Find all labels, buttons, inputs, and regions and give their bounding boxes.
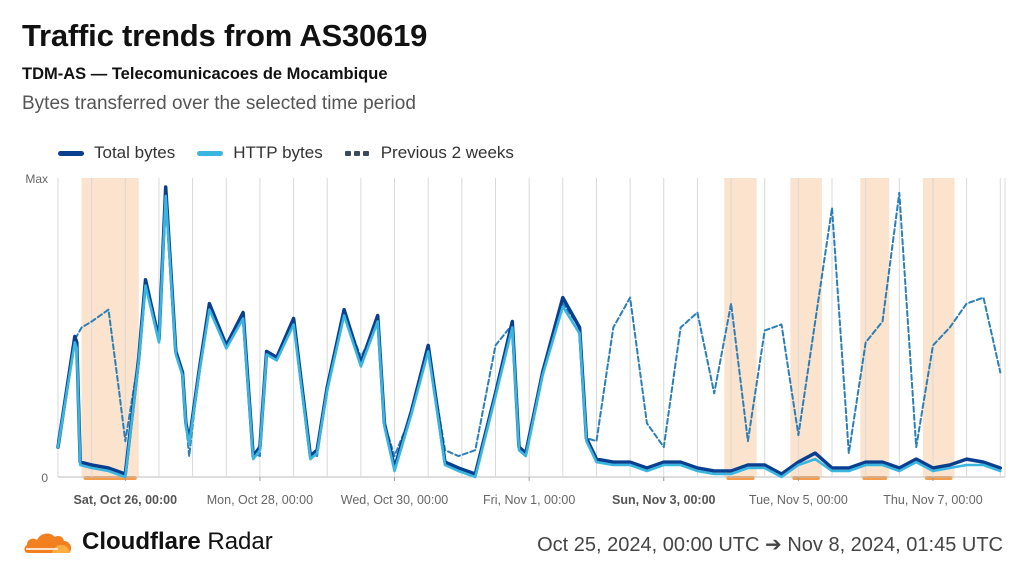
outage-region <box>724 178 757 477</box>
x-tick-label: Tue, Nov 5, 00:00 <box>749 493 848 507</box>
legend-item-previous[interactable]: Previous 2 weeks <box>344 143 514 163</box>
x-tick-label: Thu, Nov 7, 00:00 <box>883 493 982 507</box>
http-bytes-swatch-icon <box>197 150 224 156</box>
legend-item-total[interactable]: Total bytes <box>58 143 175 163</box>
x-tick-label: Wed, Oct 30, 00:00 <box>341 493 449 507</box>
asn-subtitle: TDM-AS — Telecomunicacoes de Mocambique <box>22 65 388 83</box>
total-bytes-swatch-icon <box>58 150 84 156</box>
legend-label-previous: Previous 2 weeks <box>380 143 514 162</box>
page-title: Traffic trends from AS30619 <box>22 18 428 53</box>
outage-shading-layer <box>81 178 955 480</box>
axis-layer: Max 0 Sat, Oct 26, 00:00 Mon, Oct 28, 00:00… <box>25 172 982 507</box>
previous-weeks-swatch-icon <box>344 150 371 156</box>
series-layer <box>56 185 1003 479</box>
y-tick-label-max: Max <box>25 172 48 186</box>
series-http-bytes-line <box>56 194 1002 479</box>
x-tick-label: Mon, Oct 28, 00:00 <box>207 493 313 507</box>
outage-region <box>860 178 890 477</box>
y-tick-label-zero: 0 <box>41 471 48 485</box>
brand-bold: Cloudflare <box>82 528 201 555</box>
x-tick-label: Sat, Oct 26, 00:00 <box>74 493 178 507</box>
legend-label-http: HTTP bytes <box>233 143 323 162</box>
legend-item-http[interactable]: HTTP bytes <box>197 143 323 163</box>
chart-description: Bytes transferred over the selected time… <box>22 93 416 114</box>
x-tick-label: Fri, Nov 1, 00:00 <box>483 493 575 507</box>
outage-region <box>790 178 822 477</box>
cloudflare-cloud-icon <box>24 533 72 553</box>
brand-light: Radar <box>200 528 273 555</box>
time-range: Oct 25, 2024, 00:00 UTC ➔ Nov 8, 2024, 0… <box>537 534 1003 556</box>
legend-label-total: Total bytes <box>94 143 176 162</box>
chart-legend: Total bytes HTTP bytes Previous 2 weeks <box>58 143 536 163</box>
grid-layer <box>57 178 1006 478</box>
brand-text: Cloudflare Radar <box>82 528 273 556</box>
cloudflare-radar-logo: Cloudflare Radar <box>22 528 273 556</box>
x-tick-label: Sun, Nov 3, 00:00 <box>612 493 716 507</box>
